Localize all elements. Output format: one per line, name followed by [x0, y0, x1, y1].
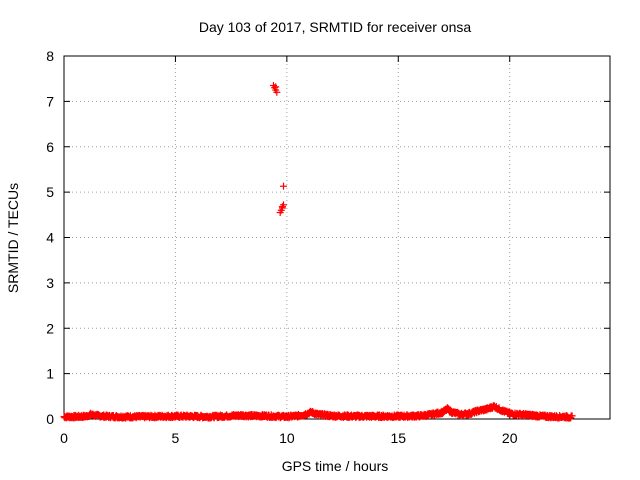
y-tick-label: 4 [46, 230, 54, 246]
x-tick-label: 0 [60, 430, 68, 446]
x-tick-label: 10 [279, 430, 295, 446]
data-points [60, 81, 576, 422]
y-tick-label: 0 [46, 411, 54, 427]
tick-labels: 0 5 10 15 20 0 1 2 3 4 5 6 7 8 [46, 48, 518, 446]
y-tick-label: 3 [46, 275, 54, 291]
y-tick-label: 5 [46, 184, 54, 200]
y-tick-label: 8 [46, 48, 54, 64]
x-tick-label: 15 [390, 430, 406, 446]
outlier-point [276, 209, 284, 217]
y-tick-label: 6 [46, 139, 54, 155]
outlier-point [280, 182, 288, 190]
y-tick-label: 2 [46, 320, 54, 336]
outlier-point [272, 83, 280, 91]
baseline-point [568, 412, 576, 420]
x-tick-label: 20 [502, 430, 518, 446]
outlier-point [273, 88, 281, 96]
x-axis-title: GPS time / hours [282, 458, 389, 474]
y-axis-title: SRMTID / TECUs [5, 183, 21, 293]
chart-title: Day 103 of 2017, SRMTID for receiver ons… [199, 19, 472, 35]
outlier-point [278, 203, 286, 211]
y-tick-label: 1 [46, 366, 54, 382]
y-tick-label: 7 [46, 93, 54, 109]
x-tick-label: 5 [172, 430, 180, 446]
gridlines [64, 56, 610, 419]
